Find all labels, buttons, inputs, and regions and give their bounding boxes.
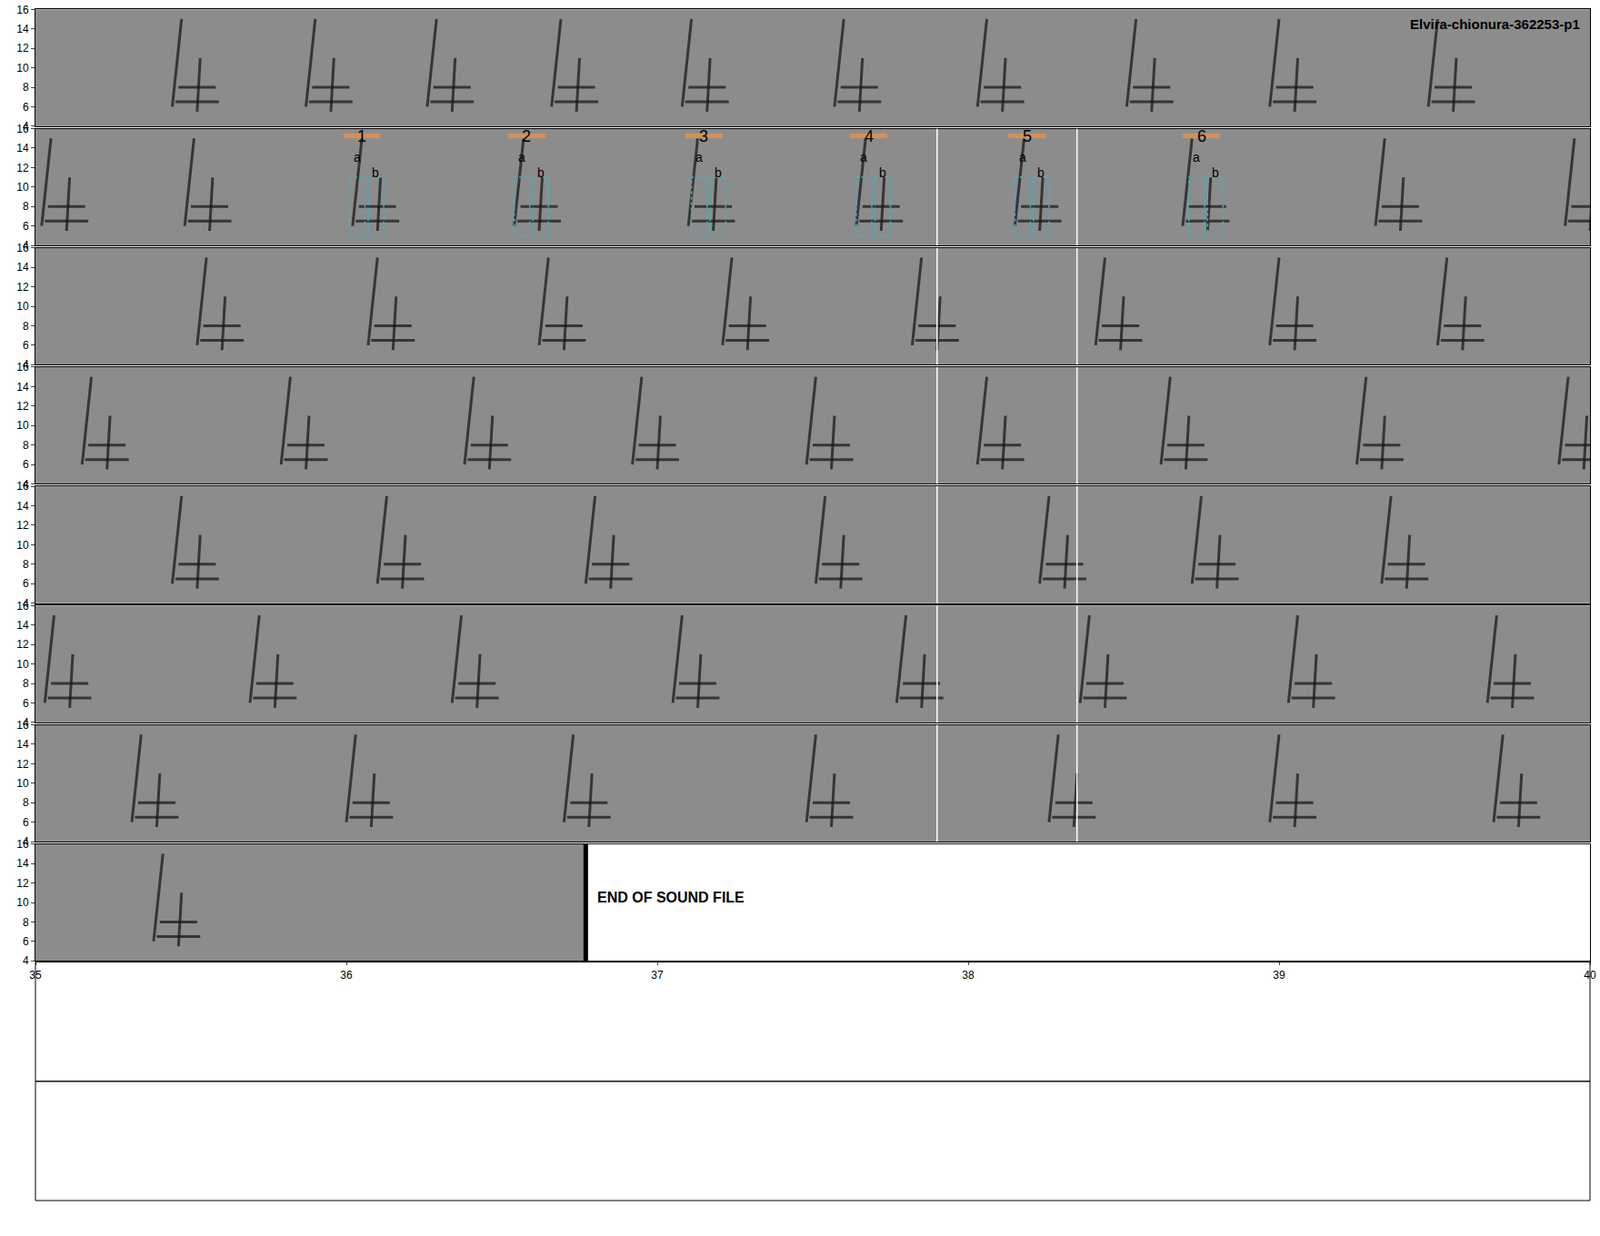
svg-text:8: 8 xyxy=(22,916,30,930)
svg-text:6: 6 xyxy=(22,816,30,830)
svg-text:12: 12 xyxy=(16,877,30,890)
svg-text:a: a xyxy=(860,150,868,165)
svg-text:6: 6 xyxy=(1197,127,1207,146)
svg-text:14: 14 xyxy=(16,260,30,274)
svg-text:8: 8 xyxy=(22,320,30,333)
svg-text:10: 10 xyxy=(16,61,30,75)
svg-text:16: 16 xyxy=(16,838,30,851)
svg-text:a: a xyxy=(1192,150,1200,165)
svg-text:3: 3 xyxy=(699,127,709,146)
svg-text:b: b xyxy=(1211,165,1220,180)
svg-text:10: 10 xyxy=(16,658,30,671)
svg-text:14: 14 xyxy=(16,141,30,155)
svg-text:16: 16 xyxy=(16,3,30,17)
svg-text:a: a xyxy=(695,150,703,165)
svg-text:10: 10 xyxy=(16,419,30,432)
svg-text:14: 14 xyxy=(16,380,30,394)
svg-text:Elvira-chionura-362253-p1: Elvira-chionura-362253-p1 xyxy=(1410,16,1580,32)
svg-text:12: 12 xyxy=(16,400,30,413)
svg-text:10: 10 xyxy=(16,180,30,194)
svg-text:END OF SOUND FILE: END OF SOUND FILE xyxy=(597,890,745,906)
svg-text:12: 12 xyxy=(16,519,30,532)
svg-text:10: 10 xyxy=(16,539,30,552)
svg-text:10: 10 xyxy=(16,896,30,910)
svg-text:4: 4 xyxy=(22,716,30,730)
svg-text:8: 8 xyxy=(22,558,30,571)
svg-text:b: b xyxy=(1037,165,1045,180)
svg-text:6: 6 xyxy=(22,458,30,471)
svg-text:b: b xyxy=(371,165,380,180)
svg-text:4: 4 xyxy=(22,358,30,371)
svg-text:1: 1 xyxy=(357,127,367,146)
svg-text:4: 4 xyxy=(22,239,30,252)
svg-text:4: 4 xyxy=(22,120,30,133)
svg-text:14: 14 xyxy=(16,500,30,513)
svg-text:b: b xyxy=(537,165,545,180)
svg-text:4: 4 xyxy=(22,597,30,610)
svg-text:12: 12 xyxy=(16,280,30,294)
svg-text:40: 40 xyxy=(1583,969,1597,982)
svg-text:8: 8 xyxy=(22,80,30,94)
svg-text:8: 8 xyxy=(22,677,30,690)
svg-text:16: 16 xyxy=(16,480,30,493)
svg-text:a: a xyxy=(518,150,526,165)
svg-text:10: 10 xyxy=(16,777,30,790)
svg-text:12: 12 xyxy=(16,758,30,771)
svg-text:6: 6 xyxy=(22,220,30,233)
svg-text:16: 16 xyxy=(16,719,30,732)
svg-text:4: 4 xyxy=(22,954,30,968)
svg-text:a: a xyxy=(1019,150,1027,165)
svg-text:10: 10 xyxy=(16,300,30,313)
svg-text:8: 8 xyxy=(22,200,30,213)
svg-text:35: 35 xyxy=(29,969,42,982)
svg-text:14: 14 xyxy=(16,619,30,632)
svg-text:2: 2 xyxy=(521,127,531,146)
svg-text:4: 4 xyxy=(22,478,30,491)
svg-text:12: 12 xyxy=(16,41,30,55)
svg-text:14: 14 xyxy=(16,857,30,870)
svg-text:8: 8 xyxy=(22,796,30,810)
svg-text:6: 6 xyxy=(22,100,30,114)
svg-text:36: 36 xyxy=(340,969,353,982)
svg-text:6: 6 xyxy=(22,339,30,352)
svg-text:14: 14 xyxy=(16,738,30,751)
svg-text:6: 6 xyxy=(22,697,30,710)
svg-text:4: 4 xyxy=(22,835,30,849)
svg-text:39: 39 xyxy=(1272,969,1286,982)
svg-text:16: 16 xyxy=(16,122,30,136)
svg-text:6: 6 xyxy=(22,935,30,949)
svg-text:12: 12 xyxy=(16,638,30,651)
svg-text:8: 8 xyxy=(22,439,30,452)
svg-text:5: 5 xyxy=(1022,127,1032,146)
svg-text:4: 4 xyxy=(864,127,874,146)
svg-text:16: 16 xyxy=(16,360,30,374)
svg-text:37: 37 xyxy=(650,969,664,982)
svg-text:a: a xyxy=(353,150,361,165)
svg-text:6: 6 xyxy=(22,577,30,590)
svg-text:14: 14 xyxy=(16,22,30,36)
svg-text:16: 16 xyxy=(16,241,30,255)
svg-text:16: 16 xyxy=(16,600,30,613)
svg-text:b: b xyxy=(879,165,887,180)
svg-text:38: 38 xyxy=(961,969,975,982)
svg-text:12: 12 xyxy=(16,161,30,175)
svg-text:b: b xyxy=(714,165,722,180)
